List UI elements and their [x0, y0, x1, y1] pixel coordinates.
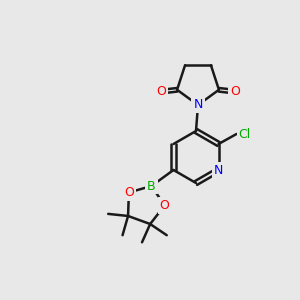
Text: O: O: [160, 199, 170, 212]
Text: O: O: [230, 85, 240, 98]
Text: N: N: [193, 98, 203, 112]
Text: O: O: [156, 85, 166, 98]
Text: B: B: [147, 179, 156, 193]
Text: O: O: [124, 186, 134, 199]
Text: N: N: [214, 164, 223, 176]
Text: Cl: Cl: [238, 128, 250, 140]
